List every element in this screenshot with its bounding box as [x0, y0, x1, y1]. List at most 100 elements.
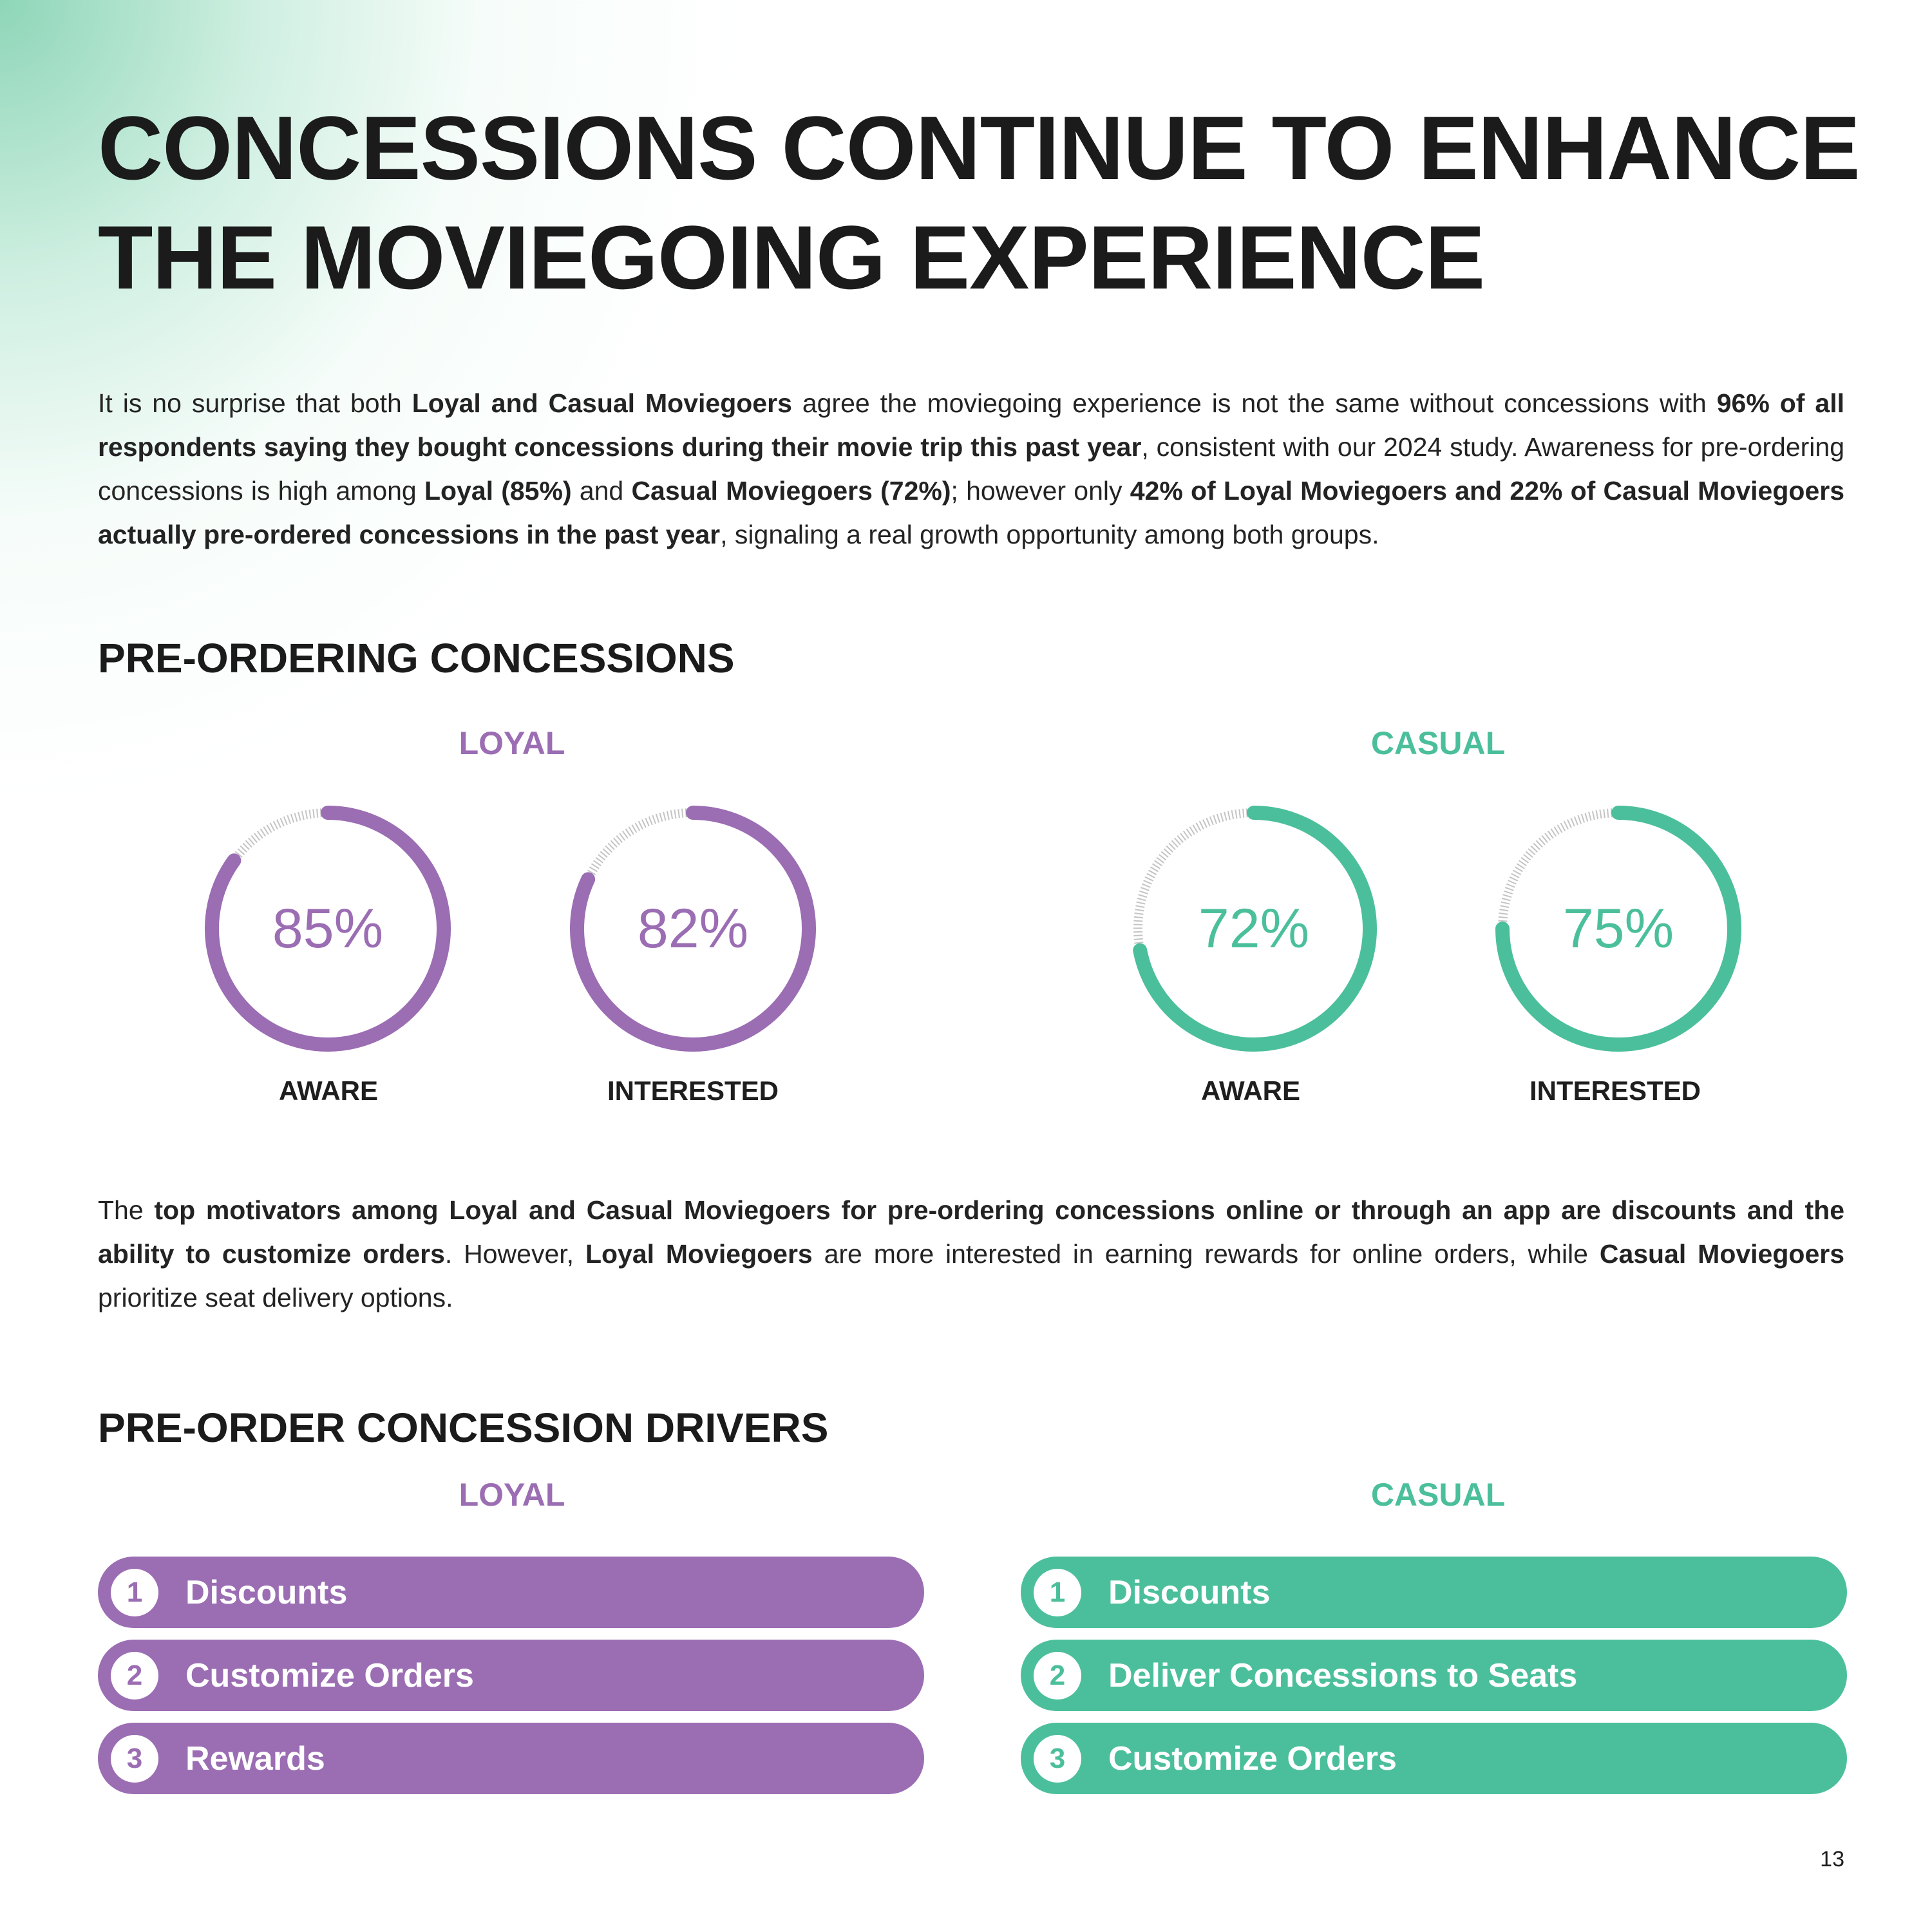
gauge-track-tick: [602, 848, 611, 855]
gauge-track-tick: [1134, 912, 1144, 915]
gauge-track-tick: [631, 824, 638, 833]
gauge-track-tick: [1535, 840, 1543, 848]
rank-badge: 3: [111, 1734, 158, 1783]
gauge-track-tick: [1154, 860, 1162, 867]
gauge-track-tick: [621, 830, 629, 839]
gauge-track-tick: [1509, 876, 1519, 882]
gauge-track-tick: [1544, 833, 1551, 841]
gauge-track-tick: [589, 866, 598, 873]
gauge-track-tick: [1144, 876, 1154, 882]
gauge-track-tick: [1523, 854, 1531, 861]
gauge-track-tick: [1195, 822, 1202, 831]
emphasis-text: Casual Moviegoers: [1599, 1239, 1845, 1269]
gauge-track-tick: [1563, 820, 1569, 830]
gauge-track-tick: [1242, 808, 1245, 818]
gauge-track-tick: [1137, 897, 1146, 902]
intro-paragraph: It is no surprise that both Loyal and Ca…: [98, 381, 1844, 556]
gauge-track-tick: [234, 851, 243, 858]
gauge-track-tick: [1143, 880, 1152, 885]
gauge-track-tick: [1160, 851, 1169, 858]
drivers-casual-label: CASUAL: [1370, 1477, 1506, 1513]
gauge-casual-aware: 72%: [1128, 803, 1379, 1054]
gauge-loyal-aware-value: 85%: [272, 897, 384, 960]
gauge-track-tick: [666, 811, 670, 820]
emphasis-text: 96% of all respondents saying they bough…: [98, 388, 1845, 462]
emphasis-text: Loyal Moviegoers: [585, 1239, 813, 1269]
gauge-track-tick: [248, 837, 255, 846]
loyal-driver-item: 2 Customize Orders: [98, 1640, 924, 1711]
gauge-track-tick: [1192, 824, 1198, 833]
body-text: It is no surprise that both: [98, 388, 412, 418]
body-text: The: [98, 1195, 155, 1225]
gauge-track-tick: [1150, 866, 1159, 873]
gauge-track-tick: [240, 845, 247, 853]
gauge-track-tick: [1541, 835, 1548, 843]
gauge-track-tick: [1151, 863, 1160, 869]
gauge-progress-arc: [1495, 806, 1741, 1052]
pre-ordering-heading: PRE-ORDERING CONCESSIONS: [98, 635, 735, 681]
gauge-track-tick: [1133, 920, 1143, 922]
gauge-casual-interested-caption: INTERESTED: [1529, 1075, 1701, 1106]
gauge-track-tick: [294, 812, 298, 822]
gauge-track-tick: [1231, 810, 1235, 820]
gauge-track-tick: [1501, 901, 1510, 905]
gauge-track-tick: [276, 819, 281, 828]
driver-label: Discounts: [185, 1573, 348, 1611]
body-text: agree the moviegoing experience is not t…: [791, 388, 1717, 418]
gauge-track-tick: [1238, 809, 1241, 819]
drivers-heading: PRE-ORDER CONCESSION DRIVERS: [98, 1405, 829, 1451]
gauge-track-tick: [1216, 813, 1221, 823]
gauge-track-tick: [1501, 897, 1511, 902]
gauge-loyal-aware-caption: AWARE: [278, 1075, 378, 1106]
gauge-track-tick: [677, 809, 680, 819]
gauge-track-tick: [1547, 830, 1554, 839]
rank-badge: 2: [1034, 1651, 1081, 1700]
gauge-loyal-aware: 85%: [202, 803, 453, 1054]
gauge-track-tick: [1133, 934, 1143, 937]
gauge-track-tick: [298, 811, 301, 821]
gauge-track-tick: [1189, 826, 1195, 835]
gauge-track-tick: [237, 848, 245, 855]
pre-ordering-loyal-label: LOYAL: [459, 725, 565, 761]
gauge-track-tick: [591, 863, 600, 869]
body-text: and: [571, 476, 632, 506]
gauge-track-tick: [598, 854, 606, 861]
gauge-loyal-interested-ring: [570, 806, 816, 1052]
gauge-track-tick: [272, 820, 278, 830]
gauge-track-tick: [266, 824, 272, 833]
gauge-loyal-aware-ring: [205, 806, 451, 1052]
rank-badge: 1: [1034, 1568, 1081, 1616]
gauge-track-tick: [1186, 828, 1193, 837]
gauge-casual-interested: 75%: [1493, 803, 1744, 1054]
gauge-track-tick: [254, 833, 261, 841]
gauge-track-tick: [1213, 815, 1217, 824]
gauge-track-tick: [1135, 909, 1144, 912]
gauge-track-tick: [279, 817, 285, 827]
page-title: CONCESSIONS CONTINUE TO ENHANCE THE MOVI…: [98, 93, 1869, 312]
gauge-track-tick: [670, 810, 674, 820]
gauge-track-tick: [600, 851, 608, 858]
drivers-loyal-label: LOYAL: [459, 1477, 565, 1513]
gauge-track-tick: [301, 811, 305, 820]
rank-badge: 2: [111, 1651, 158, 1700]
driver-label: Deliver Concessions to Seats: [1108, 1656, 1578, 1694]
gauge-track-tick: [1573, 816, 1578, 826]
gauge-track-tick: [674, 810, 677, 819]
gauge-track-tick: [269, 822, 276, 831]
gauge-track-tick: [1504, 887, 1514, 891]
rank-badge: 1: [111, 1568, 158, 1616]
gauge-track-tick: [595, 857, 603, 864]
gauge-track-tick: [1519, 860, 1527, 867]
gauge-track-tick: [652, 815, 656, 824]
gauge-track-tick: [1516, 863, 1525, 869]
body-text: , consistent with our 2024 study. Awaren…: [98, 432, 1844, 506]
gauge-track-tick: [613, 837, 620, 846]
gauge-track-tick: [1220, 812, 1224, 822]
gauge-track-tick: [1577, 815, 1582, 824]
gauge-track-tick: [1499, 909, 1509, 912]
body-text: ; however only: [951, 476, 1130, 506]
gauge-track-tick: [1584, 812, 1589, 822]
gauge-track-tick: [593, 860, 601, 867]
gauge-track-tick: [1209, 816, 1214, 826]
gauge-track-tick: [681, 808, 684, 818]
